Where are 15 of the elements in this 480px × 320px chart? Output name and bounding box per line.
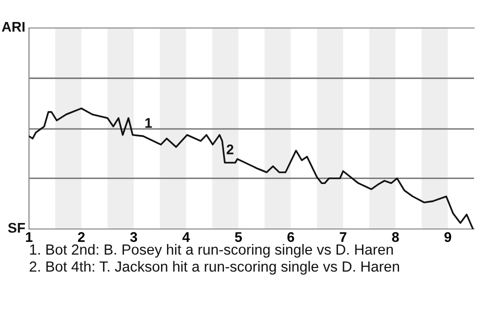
- x-tick-label: 5: [234, 232, 242, 242]
- x-tick-label: 4: [182, 232, 190, 242]
- x-tick-label: 8: [392, 232, 399, 242]
- x-tick-label: 9: [444, 232, 452, 242]
- x-tick-label: 6: [287, 232, 294, 242]
- x-tick-label: 3: [130, 232, 138, 242]
- x-tick-label: 1: [26, 232, 32, 242]
- x-tick-label: 2: [78, 232, 85, 242]
- text: 2. Bot 4th: T. Jackson hit a run-scoring single vs D. Haren: [30, 261, 400, 275]
- text: SF: [8, 222, 25, 233]
- annotation: 2: [226, 144, 234, 154]
- annotation: 1: [145, 118, 152, 128]
- text: ARI: [2, 22, 25, 32]
- x-tick-label: 7: [340, 232, 346, 242]
- text: 1. Bot 2nd: B. Posey hit a run-scoring single vs D. Haren: [30, 244, 393, 258]
